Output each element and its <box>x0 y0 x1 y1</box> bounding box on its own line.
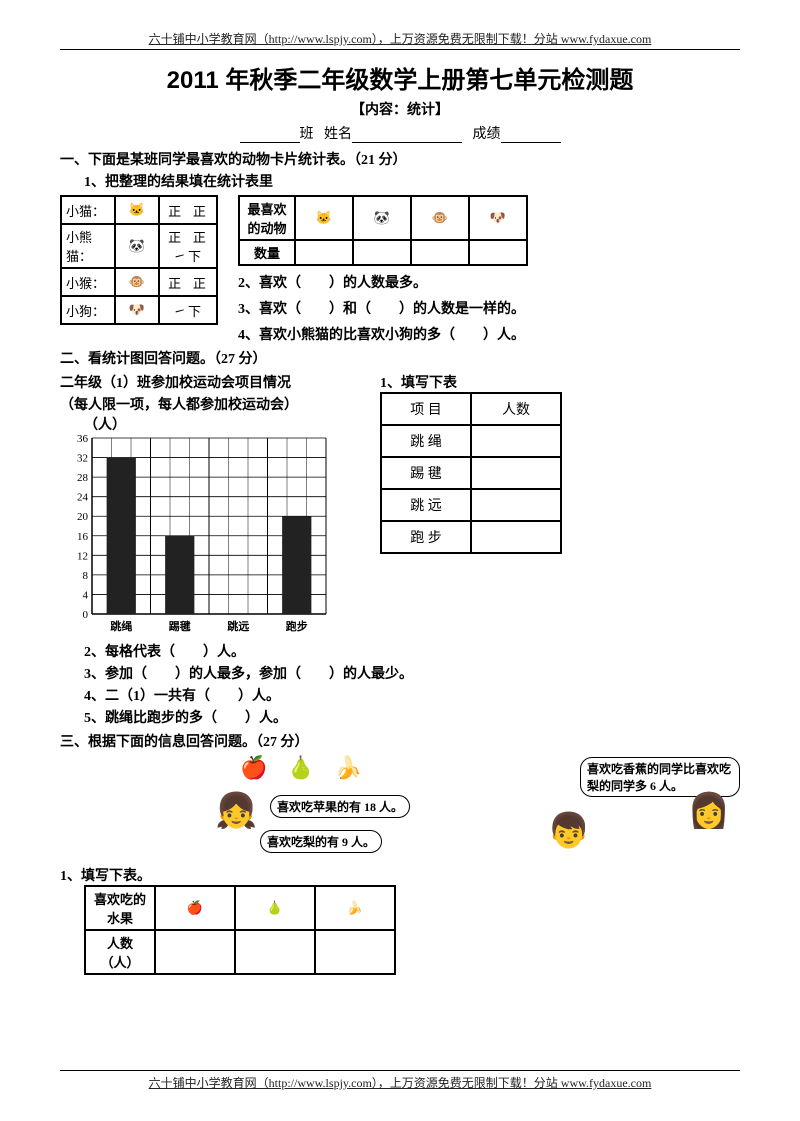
speech-bubble-apple: 喜欢吃苹果的有 18 人。 <box>270 795 410 818</box>
svg-text:0: 0 <box>83 609 89 621</box>
pear-icon: 🍐 <box>287 755 314 781</box>
svg-text:36: 36 <box>77 434 89 445</box>
svg-text:踢毽: 踢毽 <box>169 619 191 633</box>
bottom-rule <box>60 1070 740 1071</box>
svg-text:24: 24 <box>77 492 89 504</box>
svg-text:16: 16 <box>77 531 89 543</box>
child-icon: 👩 <box>688 795 730 829</box>
item-table: 项 目人数 跳 绳 踢 毽 跳 远 跑 步 <box>380 392 562 554</box>
fruit-table: 喜欢吃的 水果 🍎 🍐 🍌 人数（人） <box>84 885 396 975</box>
speech-bubble-banana: 喜欢吃香蕉的同学比喜欢吃梨的同学多 6 人。 <box>580 757 740 797</box>
table-row: 小狗：🐶㇀下 <box>61 296 217 324</box>
speech-bubble-pear: 喜欢吃梨的有 9 人。 <box>260 830 382 853</box>
top-rule <box>60 49 740 50</box>
tally-table: 小猫：🐱正 正 小熊猫：🐼正 正 ㇀下 小猴：🐵正 正 小狗：🐶㇀下 <box>60 195 218 325</box>
svg-text:32: 32 <box>77 453 88 465</box>
svg-text:20: 20 <box>77 511 89 523</box>
apple-icon: 🍎 <box>240 755 267 781</box>
q1-q2: 2、喜欢（ ）的人数最多。 <box>238 272 740 292</box>
y-axis-label: （人） <box>84 414 360 434</box>
q2-sub2: 2、每格代表（ ）人。 <box>84 641 740 661</box>
q3-heading: 三、根据下面的信息回答问题。（27 分） <box>60 731 740 751</box>
page-footer: 六十铺中小学教育网（http://www.lspjy.com），上万资源免费无限… <box>0 1074 800 1091</box>
banana-icon: 🍌 <box>335 755 362 781</box>
q1-sub1: 1、把整理的结果填在统计表里 <box>84 171 740 191</box>
svg-text:28: 28 <box>77 472 89 484</box>
svg-text:跳远: 跳远 <box>227 619 249 633</box>
table-row: 小猴：🐵正 正 <box>61 268 217 296</box>
q3-sub1: 1、填写下表。 <box>60 865 151 885</box>
q1-heading: 一、下面是某班同学最喜欢的动物卡片统计表。（21 分） <box>60 149 740 169</box>
q2-fill-title: 1、填写下表 <box>380 372 562 392</box>
svg-text:8: 8 <box>83 570 89 582</box>
q1-q3: 3、喜欢（ ）和（ ）的人数是一样的。 <box>238 298 740 318</box>
q2-desc1: 二年级（1）班参加校运动会项目情况 <box>60 372 360 392</box>
svg-text:4: 4 <box>83 589 89 601</box>
q2-heading: 二、看统计图回答问题。（27 分） <box>60 348 740 368</box>
svg-text:跳绳: 跳绳 <box>110 619 132 633</box>
fruit-scene: 🍎 🍐 🍌 喜欢吃香蕉的同学比喜欢吃梨的同学多 6 人。 喜欢吃苹果的有 18 … <box>60 755 740 885</box>
q1-q4: 4、喜欢小熊猫的比喜欢小狗的多（ ）人。 <box>238 324 740 344</box>
svg-text:12: 12 <box>77 550 88 562</box>
table-row: 小猫：🐱正 正 <box>61 196 217 224</box>
bar-chart: 0 4 8 12 16 20 24 28 32 36 跳绳 踢毽 跳远 跑步 <box>60 434 330 634</box>
table-row: 小熊猫：🐼正 正 ㇀下 <box>61 224 217 268</box>
q2-sub3: 3、参加（ ）的人最多，参加（ ）的人最少。 <box>84 663 740 683</box>
svg-text:跑步: 跑步 <box>286 619 308 633</box>
page-header: 六十铺中小学教育网（http://www.lspjy.com），上万资源免费无限… <box>60 30 740 47</box>
animal-result-table: 最喜欢 的动物 🐱 🐼 🐵 🐶 数量 <box>238 195 528 266</box>
child-icon: 👧 <box>215 795 257 829</box>
q2-sub5: 5、跳绳比跑步的多（ ）人。 <box>84 707 740 727</box>
q2-sub4: 4、二（1）一共有（ ）人。 <box>84 685 740 705</box>
child-icon: 👦 <box>548 815 590 849</box>
page-title: 2011 年秋季二年级数学上册第七单元检测题 <box>60 60 740 95</box>
blank-line: 班 姓名 成绩 <box>60 123 740 143</box>
page-subtitle: 【内容：统计】 <box>60 99 740 119</box>
q2-desc2: （每人限一项，每人都参加校运动会） <box>60 394 360 414</box>
